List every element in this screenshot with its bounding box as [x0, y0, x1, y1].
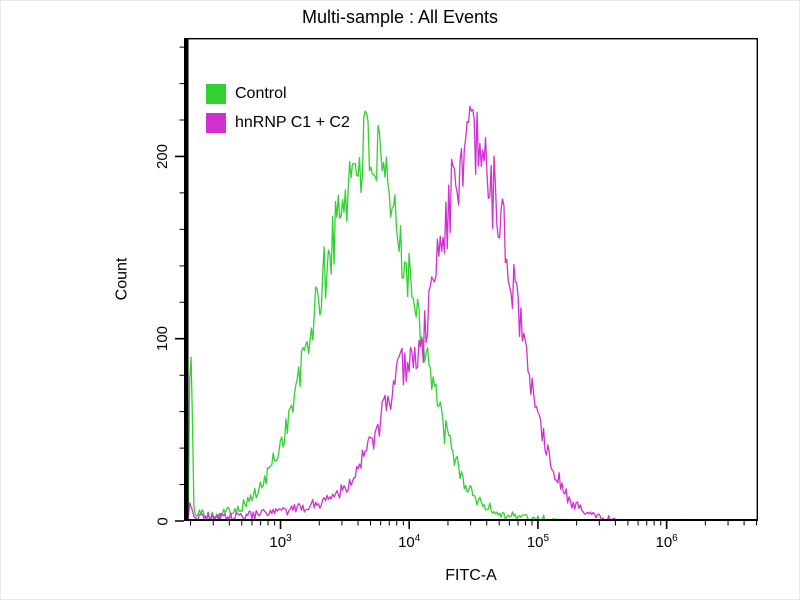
y-tick-label: 100 — [154, 326, 172, 352]
legend-item-hnrnp: hnRNP C1 + C2 — [206, 113, 350, 133]
x-tick-label: 106 — [655, 533, 678, 551]
legend-swatch-hnrnp — [206, 113, 226, 133]
y-axis-label: Count — [113, 257, 131, 301]
legend: Control hnRNP C1 + C2 — [206, 84, 350, 133]
y-tick-label: 200 — [154, 143, 172, 169]
x-tick-label: 105 — [526, 533, 550, 551]
legend-label-control: Control — [235, 85, 287, 102]
legend-label-hnrnp: hnRNP C1 + C2 — [235, 114, 350, 131]
x-axis-label: FITC-A — [445, 567, 497, 584]
legend-swatch-control — [206, 84, 226, 104]
y-tick-label: 0 — [154, 516, 172, 526]
x-tick-label: 104 — [398, 533, 421, 551]
legend-item-control: Control — [206, 84, 350, 104]
x-tick-label: 103 — [269, 533, 292, 551]
